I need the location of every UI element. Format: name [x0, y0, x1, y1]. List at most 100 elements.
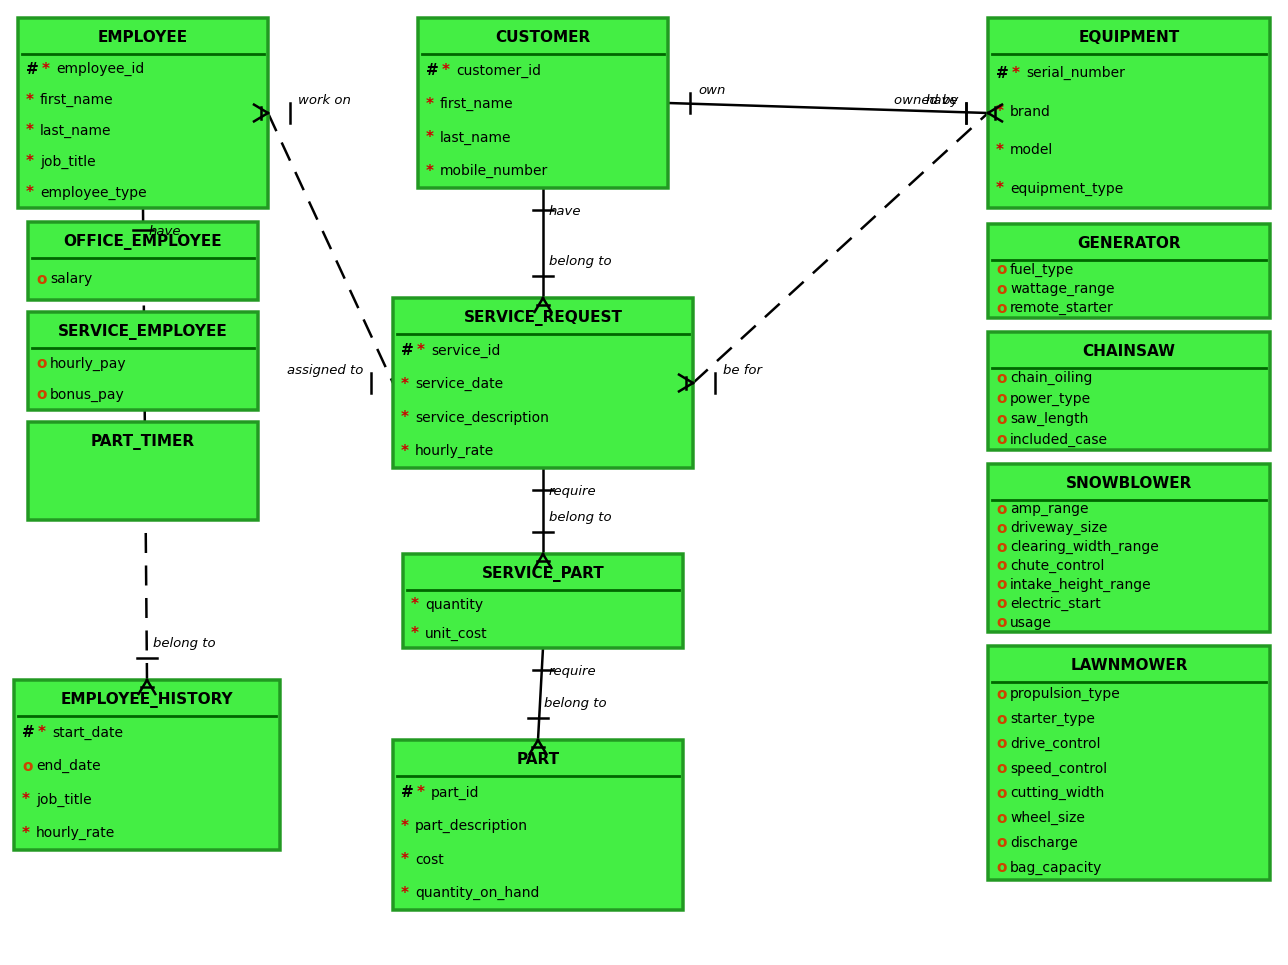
FancyBboxPatch shape	[419, 18, 668, 188]
Text: o: o	[996, 412, 1006, 427]
Text: part_description: part_description	[415, 819, 528, 834]
Text: *: *	[22, 792, 30, 808]
Text: end_date: end_date	[36, 759, 100, 773]
Text: *: *	[26, 93, 33, 108]
FancyBboxPatch shape	[14, 680, 279, 850]
Text: first_name: first_name	[40, 94, 113, 107]
Text: o: o	[996, 615, 1006, 630]
Text: hourly_rate: hourly_rate	[36, 826, 115, 841]
Text: *: *	[426, 130, 434, 146]
Text: employee_id: employee_id	[55, 63, 144, 76]
Text: *: *	[417, 344, 425, 358]
Text: assigned to: assigned to	[287, 364, 363, 377]
Text: LAWNMOWER: LAWNMOWER	[1070, 658, 1188, 674]
Text: belong to: belong to	[153, 637, 215, 650]
Text: o: o	[996, 539, 1006, 555]
Text: salary: salary	[50, 272, 93, 286]
Text: #: #	[401, 786, 413, 800]
Text: SNOWBLOWER: SNOWBLOWER	[1065, 477, 1193, 491]
Text: starter_type: starter_type	[1010, 712, 1095, 726]
Text: SERVICE_EMPLOYEE: SERVICE_EMPLOYEE	[58, 324, 228, 340]
Text: *: *	[401, 410, 410, 426]
Text: CHAINSAW: CHAINSAW	[1082, 345, 1176, 360]
Text: o: o	[996, 559, 1006, 573]
Text: employee_type: employee_type	[40, 185, 147, 200]
Text: service_description: service_description	[415, 411, 549, 425]
Text: o: o	[996, 596, 1006, 611]
Text: chain_oiling: chain_oiling	[1010, 372, 1092, 385]
Text: intake_height_range: intake_height_range	[1010, 578, 1151, 592]
Text: bag_capacity: bag_capacity	[1010, 861, 1103, 874]
Text: job_title: job_title	[36, 792, 91, 807]
Text: *: *	[43, 62, 50, 77]
Text: o: o	[996, 391, 1006, 406]
Text: hourly_rate: hourly_rate	[415, 444, 495, 458]
Text: *: *	[26, 154, 33, 169]
Text: *: *	[22, 826, 30, 841]
Text: wattage_range: wattage_range	[1010, 282, 1114, 296]
Text: driveway_size: driveway_size	[1010, 521, 1108, 536]
Text: model: model	[1010, 143, 1054, 157]
FancyBboxPatch shape	[28, 222, 258, 300]
Text: bonus_pay: bonus_pay	[50, 387, 125, 401]
Text: *: *	[26, 185, 33, 200]
Text: first_name: first_name	[440, 97, 514, 111]
Text: belong to: belong to	[544, 697, 607, 710]
Text: clearing_width_range: clearing_width_range	[1010, 540, 1159, 554]
Text: quantity_on_hand: quantity_on_hand	[415, 886, 540, 900]
Text: last_name: last_name	[40, 124, 112, 138]
Text: electric_start: electric_start	[1010, 596, 1101, 611]
Text: #: #	[426, 64, 439, 78]
Text: PART_TIMER: PART_TIMER	[91, 434, 194, 450]
Text: o: o	[996, 711, 1006, 727]
Text: wheel_size: wheel_size	[1010, 811, 1084, 825]
Text: o: o	[996, 687, 1006, 702]
FancyBboxPatch shape	[28, 312, 258, 410]
Text: belong to: belong to	[549, 511, 612, 524]
Text: o: o	[996, 811, 1006, 826]
Text: require: require	[549, 665, 596, 678]
FancyBboxPatch shape	[988, 18, 1270, 208]
FancyBboxPatch shape	[988, 646, 1270, 880]
Text: o: o	[36, 387, 46, 402]
Text: amp_range: amp_range	[1010, 503, 1088, 516]
Text: o: o	[996, 577, 1006, 593]
Text: PART: PART	[516, 753, 559, 767]
Text: saw_length: saw_length	[1010, 412, 1088, 427]
Text: o: o	[996, 282, 1006, 296]
Text: require: require	[549, 485, 596, 498]
Text: *: *	[401, 376, 410, 392]
Text: EMPLOYEE: EMPLOYEE	[98, 31, 188, 45]
Text: o: o	[996, 502, 1006, 517]
Text: *: *	[426, 96, 434, 112]
Text: *: *	[401, 886, 410, 900]
FancyBboxPatch shape	[393, 298, 693, 468]
Text: discharge: discharge	[1010, 836, 1078, 850]
Text: *: *	[426, 164, 434, 179]
Text: *: *	[411, 626, 419, 641]
Text: *: *	[996, 181, 1005, 196]
Text: power_type: power_type	[1010, 392, 1091, 405]
Text: quantity: quantity	[425, 597, 483, 612]
Text: included_case: included_case	[1010, 432, 1108, 447]
Text: propulsion_type: propulsion_type	[1010, 687, 1121, 702]
Text: drive_control: drive_control	[1010, 737, 1100, 751]
Text: belong to: belong to	[549, 255, 612, 268]
Text: fuel_type: fuel_type	[1010, 262, 1074, 277]
Text: own: own	[698, 84, 725, 97]
Text: o: o	[996, 371, 1006, 386]
Text: have: have	[926, 94, 958, 107]
Text: SERVICE_REQUEST: SERVICE_REQUEST	[464, 310, 622, 326]
Text: #: #	[401, 344, 413, 358]
Text: *: *	[417, 786, 425, 800]
FancyBboxPatch shape	[403, 554, 683, 648]
Text: o: o	[996, 761, 1006, 776]
Text: work on: work on	[298, 94, 350, 107]
Text: have: have	[149, 225, 182, 238]
Text: o: o	[996, 786, 1006, 801]
Text: remote_starter: remote_starter	[1010, 301, 1114, 316]
Text: customer_id: customer_id	[456, 64, 541, 78]
Text: start_date: start_date	[52, 726, 122, 740]
Text: o: o	[996, 860, 1006, 875]
Text: *: *	[39, 726, 46, 740]
